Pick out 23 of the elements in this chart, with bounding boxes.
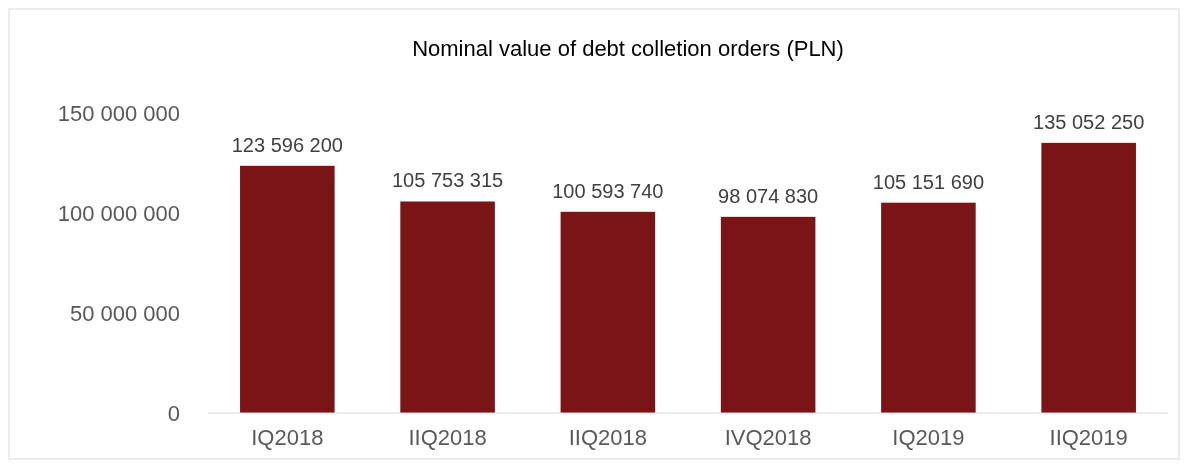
bar — [560, 211, 656, 413]
bar — [400, 201, 495, 413]
bar — [1041, 142, 1136, 413]
x-tick-label: IVQ2018 — [724, 425, 812, 450]
bar — [881, 202, 976, 413]
y-tick-label: 0 — [167, 400, 180, 426]
y-tick-label: 150 000 000 — [57, 100, 180, 126]
chart-title: Nominal value of debt colletion orders (PLN) — [412, 36, 844, 61]
data-label: 135 052 250 — [1033, 110, 1145, 133]
data-label: 105 753 315 — [391, 169, 504, 192]
x-tick-label: IQ2018 — [251, 425, 324, 450]
x-tick-label: IIQ2018 — [568, 425, 648, 450]
x-tick-label: IQ2019 — [892, 425, 965, 450]
x-tick-label: IIQ2018 — [408, 425, 487, 450]
bar — [240, 165, 335, 413]
data-label: 123 596 200 — [231, 133, 343, 156]
data-label: 98 074 830 — [718, 184, 819, 207]
data-label: 100 593 740 — [552, 179, 664, 202]
x-tick-label: IIQ2019 — [1049, 425, 1128, 450]
y-tick-label: 50 000 000 — [69, 300, 180, 326]
bar — [720, 216, 816, 413]
y-tick-label: 100 000 000 — [57, 200, 180, 226]
data-label: 105 151 690 — [872, 170, 985, 193]
